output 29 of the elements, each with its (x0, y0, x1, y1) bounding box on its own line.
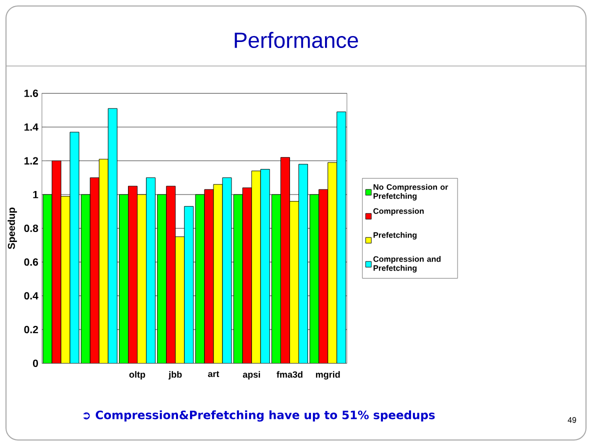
bar (108, 108, 118, 364)
y-tick-label: 0.6 (24, 258, 38, 266)
text: 49 (568, 417, 576, 423)
legend-label: No Compression or Prefetching (374, 184, 448, 200)
x-tick-label: jbb (168, 371, 182, 380)
y-tick-label: 0.8 (24, 224, 38, 232)
bar (184, 206, 194, 364)
bar (336, 112, 346, 364)
y-tick-label: 0.2 (24, 326, 38, 334)
y-tick-label: 1.4 (24, 123, 38, 131)
y-tick-label: 0.4 (24, 292, 38, 300)
y-tick-label: 1.2 (24, 157, 38, 164)
y-axis-title: Speedup (8, 208, 17, 250)
chart-title: Performance (234, 32, 358, 48)
bar (298, 164, 308, 364)
x-tick-label: fma3d (276, 371, 302, 378)
bar (260, 168, 270, 364)
y-tick-label: 1.6 (24, 90, 38, 98)
legend-label: Compression (373, 208, 424, 216)
legend-label: Prefetching (374, 232, 417, 240)
x-tick-label: apsi (242, 371, 260, 380)
x-tick-label: mgrid (316, 371, 340, 380)
legend-label: Compression and Prefetching (373, 256, 441, 272)
x-tick-label: art (208, 371, 220, 378)
text: ➲ Compression&Prefetching have up to 51% speedups (83, 410, 435, 422)
y-tick-label: 1 (33, 190, 38, 198)
y-tick-label: 0 (32, 360, 38, 368)
bar (146, 177, 156, 364)
x-tick-label: oltp (129, 371, 146, 380)
